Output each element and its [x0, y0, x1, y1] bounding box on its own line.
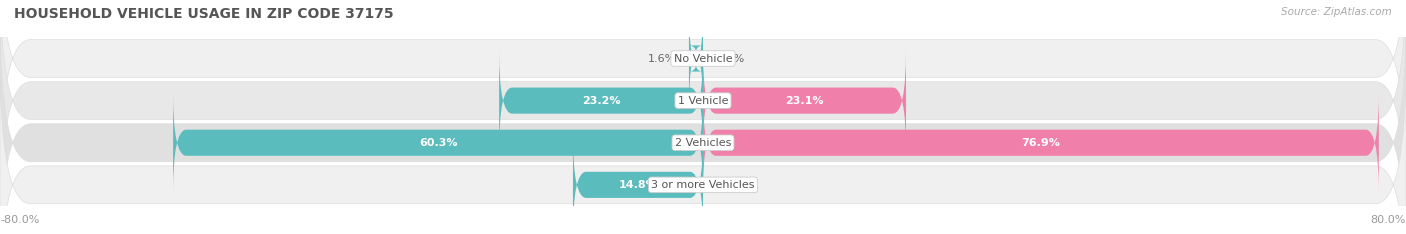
Text: 0.0%: 0.0%	[716, 54, 744, 63]
Text: HOUSEHOLD VEHICLE USAGE IN ZIP CODE 37175: HOUSEHOLD VEHICLE USAGE IN ZIP CODE 3717…	[14, 7, 394, 21]
Text: Source: ZipAtlas.com: Source: ZipAtlas.com	[1281, 7, 1392, 17]
FancyBboxPatch shape	[574, 135, 703, 234]
Text: 76.9%: 76.9%	[1021, 138, 1060, 148]
Text: 14.8%: 14.8%	[619, 180, 658, 190]
Text: 1.6%: 1.6%	[648, 54, 676, 63]
FancyBboxPatch shape	[703, 93, 1379, 193]
Text: 60.3%: 60.3%	[419, 138, 457, 148]
Text: -80.0%: -80.0%	[0, 215, 39, 225]
Text: No Vehicle: No Vehicle	[673, 54, 733, 63]
FancyBboxPatch shape	[173, 93, 703, 193]
Text: 2 Vehicles: 2 Vehicles	[675, 138, 731, 148]
FancyBboxPatch shape	[0, 0, 1406, 187]
Text: 0.0%: 0.0%	[716, 180, 744, 190]
Text: 23.2%: 23.2%	[582, 96, 620, 106]
Text: 3 or more Vehicles: 3 or more Vehicles	[651, 180, 755, 190]
FancyBboxPatch shape	[0, 14, 1406, 234]
Text: 23.1%: 23.1%	[785, 96, 824, 106]
FancyBboxPatch shape	[499, 51, 703, 151]
Text: 80.0%: 80.0%	[1371, 215, 1406, 225]
Text: 1 Vehicle: 1 Vehicle	[678, 96, 728, 106]
FancyBboxPatch shape	[0, 0, 1406, 229]
FancyBboxPatch shape	[703, 51, 905, 151]
FancyBboxPatch shape	[0, 56, 1406, 234]
FancyBboxPatch shape	[689, 8, 703, 109]
